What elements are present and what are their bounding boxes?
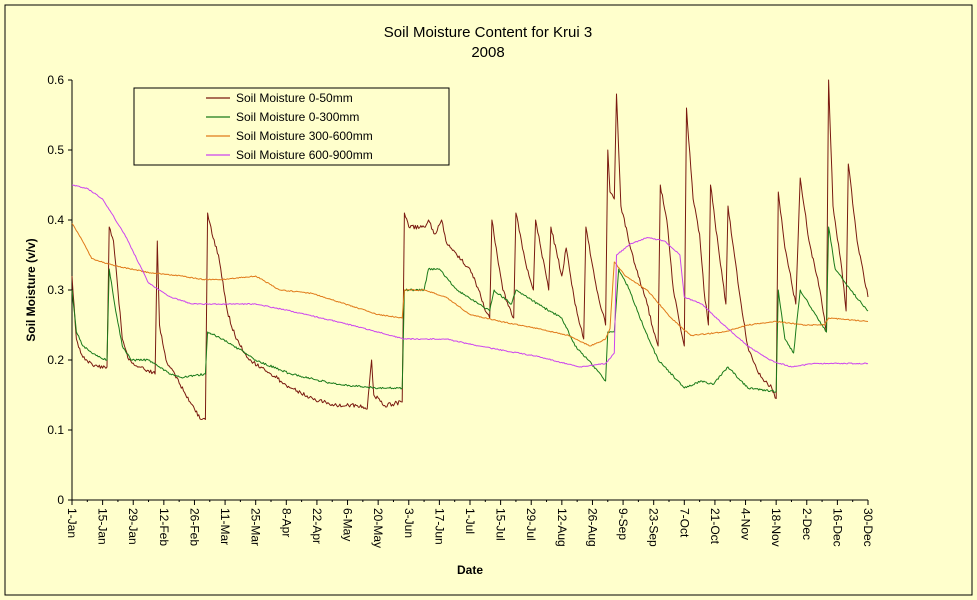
x-tick-label: 25-Mar (249, 508, 263, 546)
x-tick-label: 23-Sep (647, 508, 661, 547)
x-tick-label: 18-Nov (769, 508, 783, 547)
x-tick-label: 3-Jun (402, 508, 416, 538)
x-tick-label: 4-Nov (739, 508, 753, 540)
x-tick-label: 1-Jan (65, 508, 79, 538)
x-tick-label: 12-Feb (157, 508, 171, 546)
x-tick-label: 9-Sep (616, 508, 630, 540)
plot-area: 0 0.1 0.2 0.3 0.4 0.5 0.6 1-Jan 15-Jan 29-Jan 12-F… (47, 73, 875, 548)
x-tick-label: 8-Apr (279, 508, 293, 537)
chart-subtitle: 2008 (471, 44, 504, 61)
x-axis-title: Date (457, 563, 483, 577)
x-tick-label: 7-Oct (677, 508, 691, 538)
x-tick-label: 30-Dec (861, 508, 875, 547)
x-tick-label: 29-Jan (126, 508, 140, 545)
y-tick-label: 0.4 (47, 213, 64, 227)
x-tick-label: 2-Dec (800, 508, 814, 540)
x-tick-label: 15-Jan (96, 508, 110, 545)
y-tick-label: 0.6 (47, 73, 64, 87)
legend-label: Soil Moisture 0-300mm (236, 110, 359, 124)
y-tick-label: 0.1 (47, 423, 64, 437)
y-tick-label: 0.5 (47, 143, 64, 157)
x-tick-label: 26-Aug (585, 508, 599, 547)
series-line-3 (71, 223, 869, 347)
y-tick-label: 0 (57, 493, 64, 507)
x-tick-label: 21-Oct (708, 508, 722, 545)
chart-title: Soil Moisture Content for Krui 3 (384, 24, 592, 41)
x-tick-label: 1-Jul (463, 508, 477, 534)
x-tick-label: 11-Mar (218, 508, 232, 545)
legend: Soil Moisture 0-50mm Soil Moisture 0-300m… (133, 87, 450, 166)
y-tick-label: 0.3 (47, 283, 64, 297)
legend-label: Soil Moisture 300-600mm (236, 129, 373, 143)
x-tick-label: 29-Jul (524, 508, 538, 541)
series-line-2 (71, 226, 869, 393)
x-tick-label: 12-Aug (555, 508, 569, 547)
x-tick-label: 17-Jun (432, 508, 446, 545)
y-axis-title: Soil Moisture (v/v) (24, 238, 38, 341)
x-tick-label: 15-Jul (494, 508, 508, 541)
x-tick-label: 22-Apr (310, 508, 324, 544)
series-line-1 (71, 79, 869, 420)
series-line-4 (71, 184, 869, 368)
x-tick-label: 6-May (341, 508, 355, 541)
x-tick-label: 26-Feb (187, 508, 201, 546)
x-tick-label: 16-Dec (830, 508, 844, 547)
legend-label: Soil Moisture 600-900mm (236, 148, 373, 162)
y-tick-label: 0.2 (47, 353, 64, 367)
legend-box (133, 87, 450, 166)
legend-label: Soil Moisture 0-50mm (236, 91, 353, 105)
x-tick-label: 20-May (371, 508, 385, 548)
